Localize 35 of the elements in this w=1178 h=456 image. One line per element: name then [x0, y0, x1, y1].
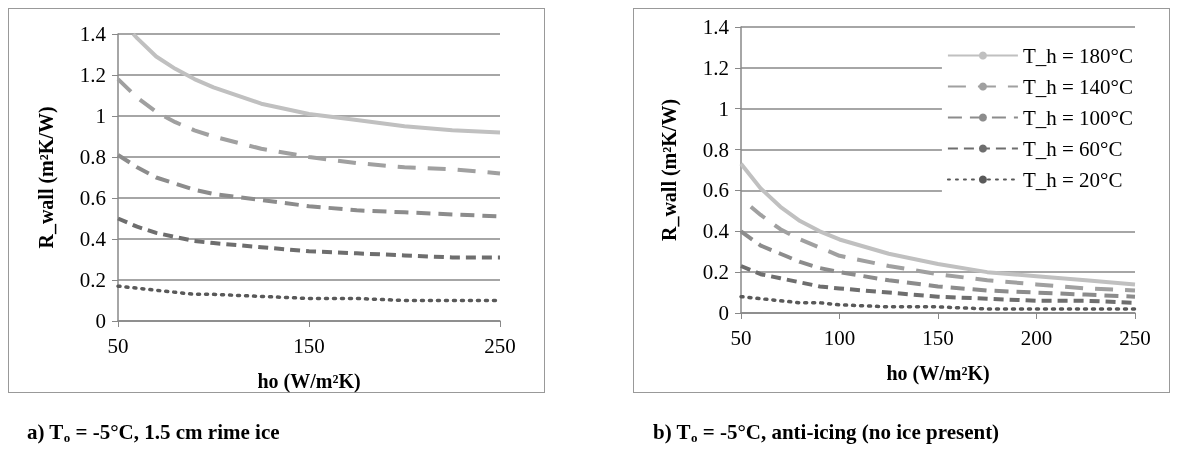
y-tick-label: 0.8: [702, 137, 729, 162]
y-tick-label: 0: [718, 301, 729, 325]
x-tick-label: 150: [922, 325, 954, 350]
y-tick-label: 1: [718, 96, 729, 121]
x-tick-label: 250: [484, 333, 516, 358]
line-series: [748, 204, 1137, 293]
x-tick-label: 50: [730, 325, 752, 350]
y-tick-label: 0.2: [702, 260, 729, 285]
y-tick-label: 0.6: [702, 178, 729, 203]
x-tick-label: 200: [1020, 325, 1053, 350]
x-axis-title: ho (W/m²K): [257, 370, 361, 393]
x-axis-title: ho (W/m²K): [886, 362, 990, 385]
y-tick-label: 1: [95, 104, 106, 128]
x-tick-label: 50: [107, 333, 129, 358]
y-tick-label: 0.2: [79, 268, 106, 292]
y-tick-label: 1.4: [702, 15, 730, 39]
x-tick-label: 100: [823, 325, 856, 350]
y-tick-label: 0.6: [79, 186, 106, 210]
y-axis-title: R_wall (m²K/W): [35, 106, 58, 249]
y-tick-label: 1.2: [79, 63, 106, 87]
legend-label: T_h = 100°C: [1022, 105, 1133, 130]
x-tick-label: 150: [293, 333, 325, 358]
y-axis-title: R_wall (m²K/W): [658, 98, 681, 242]
y-tick-label: 0.8: [79, 145, 106, 169]
y-tick-label: 0: [95, 309, 106, 333]
legend-label: T_h = 180°C: [1022, 43, 1133, 68]
legend-label: T_h = 20°C: [1022, 167, 1123, 192]
legend-label: T_h = 140°C: [1022, 74, 1133, 99]
y-tick-label: 0.4: [79, 227, 107, 251]
y-tick-label: 1.2: [702, 55, 729, 80]
legend-label: T_h = 60°C: [1022, 136, 1123, 161]
y-tick-label: 1.4: [79, 22, 107, 46]
x-tick-label: 250: [1119, 325, 1151, 350]
y-tick-label: 0.4: [702, 219, 730, 244]
line-series: [131, 32, 502, 135]
